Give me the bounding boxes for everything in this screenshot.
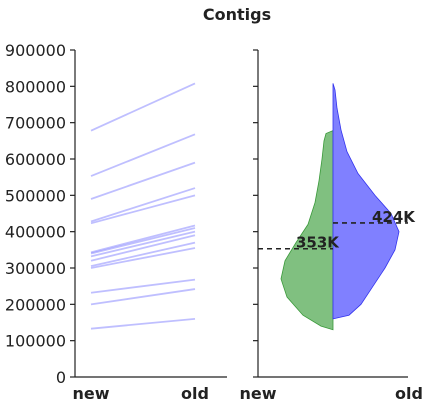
y-ticks: 0 100000 200000 300000 400000 500000 600000 700… <box>5 41 75 387</box>
pair-line <box>90 82 196 132</box>
pair-line <box>90 161 196 200</box>
chart-title: Contigs <box>203 5 271 24</box>
pair-line <box>90 278 196 294</box>
violin-new <box>280 130 334 331</box>
right-xtick-new: new <box>239 384 276 403</box>
y-tick-label: 500000 <box>5 186 66 205</box>
paired-lines-panel: 0 100000 200000 300000 400000 500000 600000 700… <box>5 41 227 403</box>
violin-old <box>332 83 400 320</box>
pair-line <box>90 241 196 268</box>
y-tick-label: 900000 <box>5 41 66 60</box>
right-y-ticks <box>253 49 258 378</box>
violin-panel: 353K 424K new old <box>239 49 423 403</box>
y-tick-label: 0 <box>56 368 66 387</box>
left-xtick-new: new <box>72 384 109 403</box>
pair-line <box>90 224 196 254</box>
pair-line <box>90 230 196 258</box>
y-tick-label: 400000 <box>5 223 66 242</box>
y-tick-label: 200000 <box>5 295 66 314</box>
pair-line <box>90 288 196 306</box>
y-tick-label: 100000 <box>5 332 66 351</box>
y-tick-label: 300000 <box>5 259 66 278</box>
right-xtick-old: old <box>395 384 423 403</box>
pair-line <box>90 187 196 223</box>
pair-line <box>90 317 196 330</box>
pair-line <box>90 133 196 177</box>
pair-line <box>90 227 196 255</box>
median-label-new: 353K <box>296 234 340 252</box>
pair-line <box>90 247 196 269</box>
y-tick-label: 600000 <box>5 150 66 169</box>
pair-line <box>90 234 196 262</box>
y-tick-label: 800000 <box>5 77 66 96</box>
median-label-old: 424K <box>372 208 416 226</box>
pair-lines <box>90 82 196 330</box>
y-tick-label: 700000 <box>5 114 66 133</box>
pair-line <box>90 194 196 225</box>
left-xtick-old: old <box>181 384 209 403</box>
